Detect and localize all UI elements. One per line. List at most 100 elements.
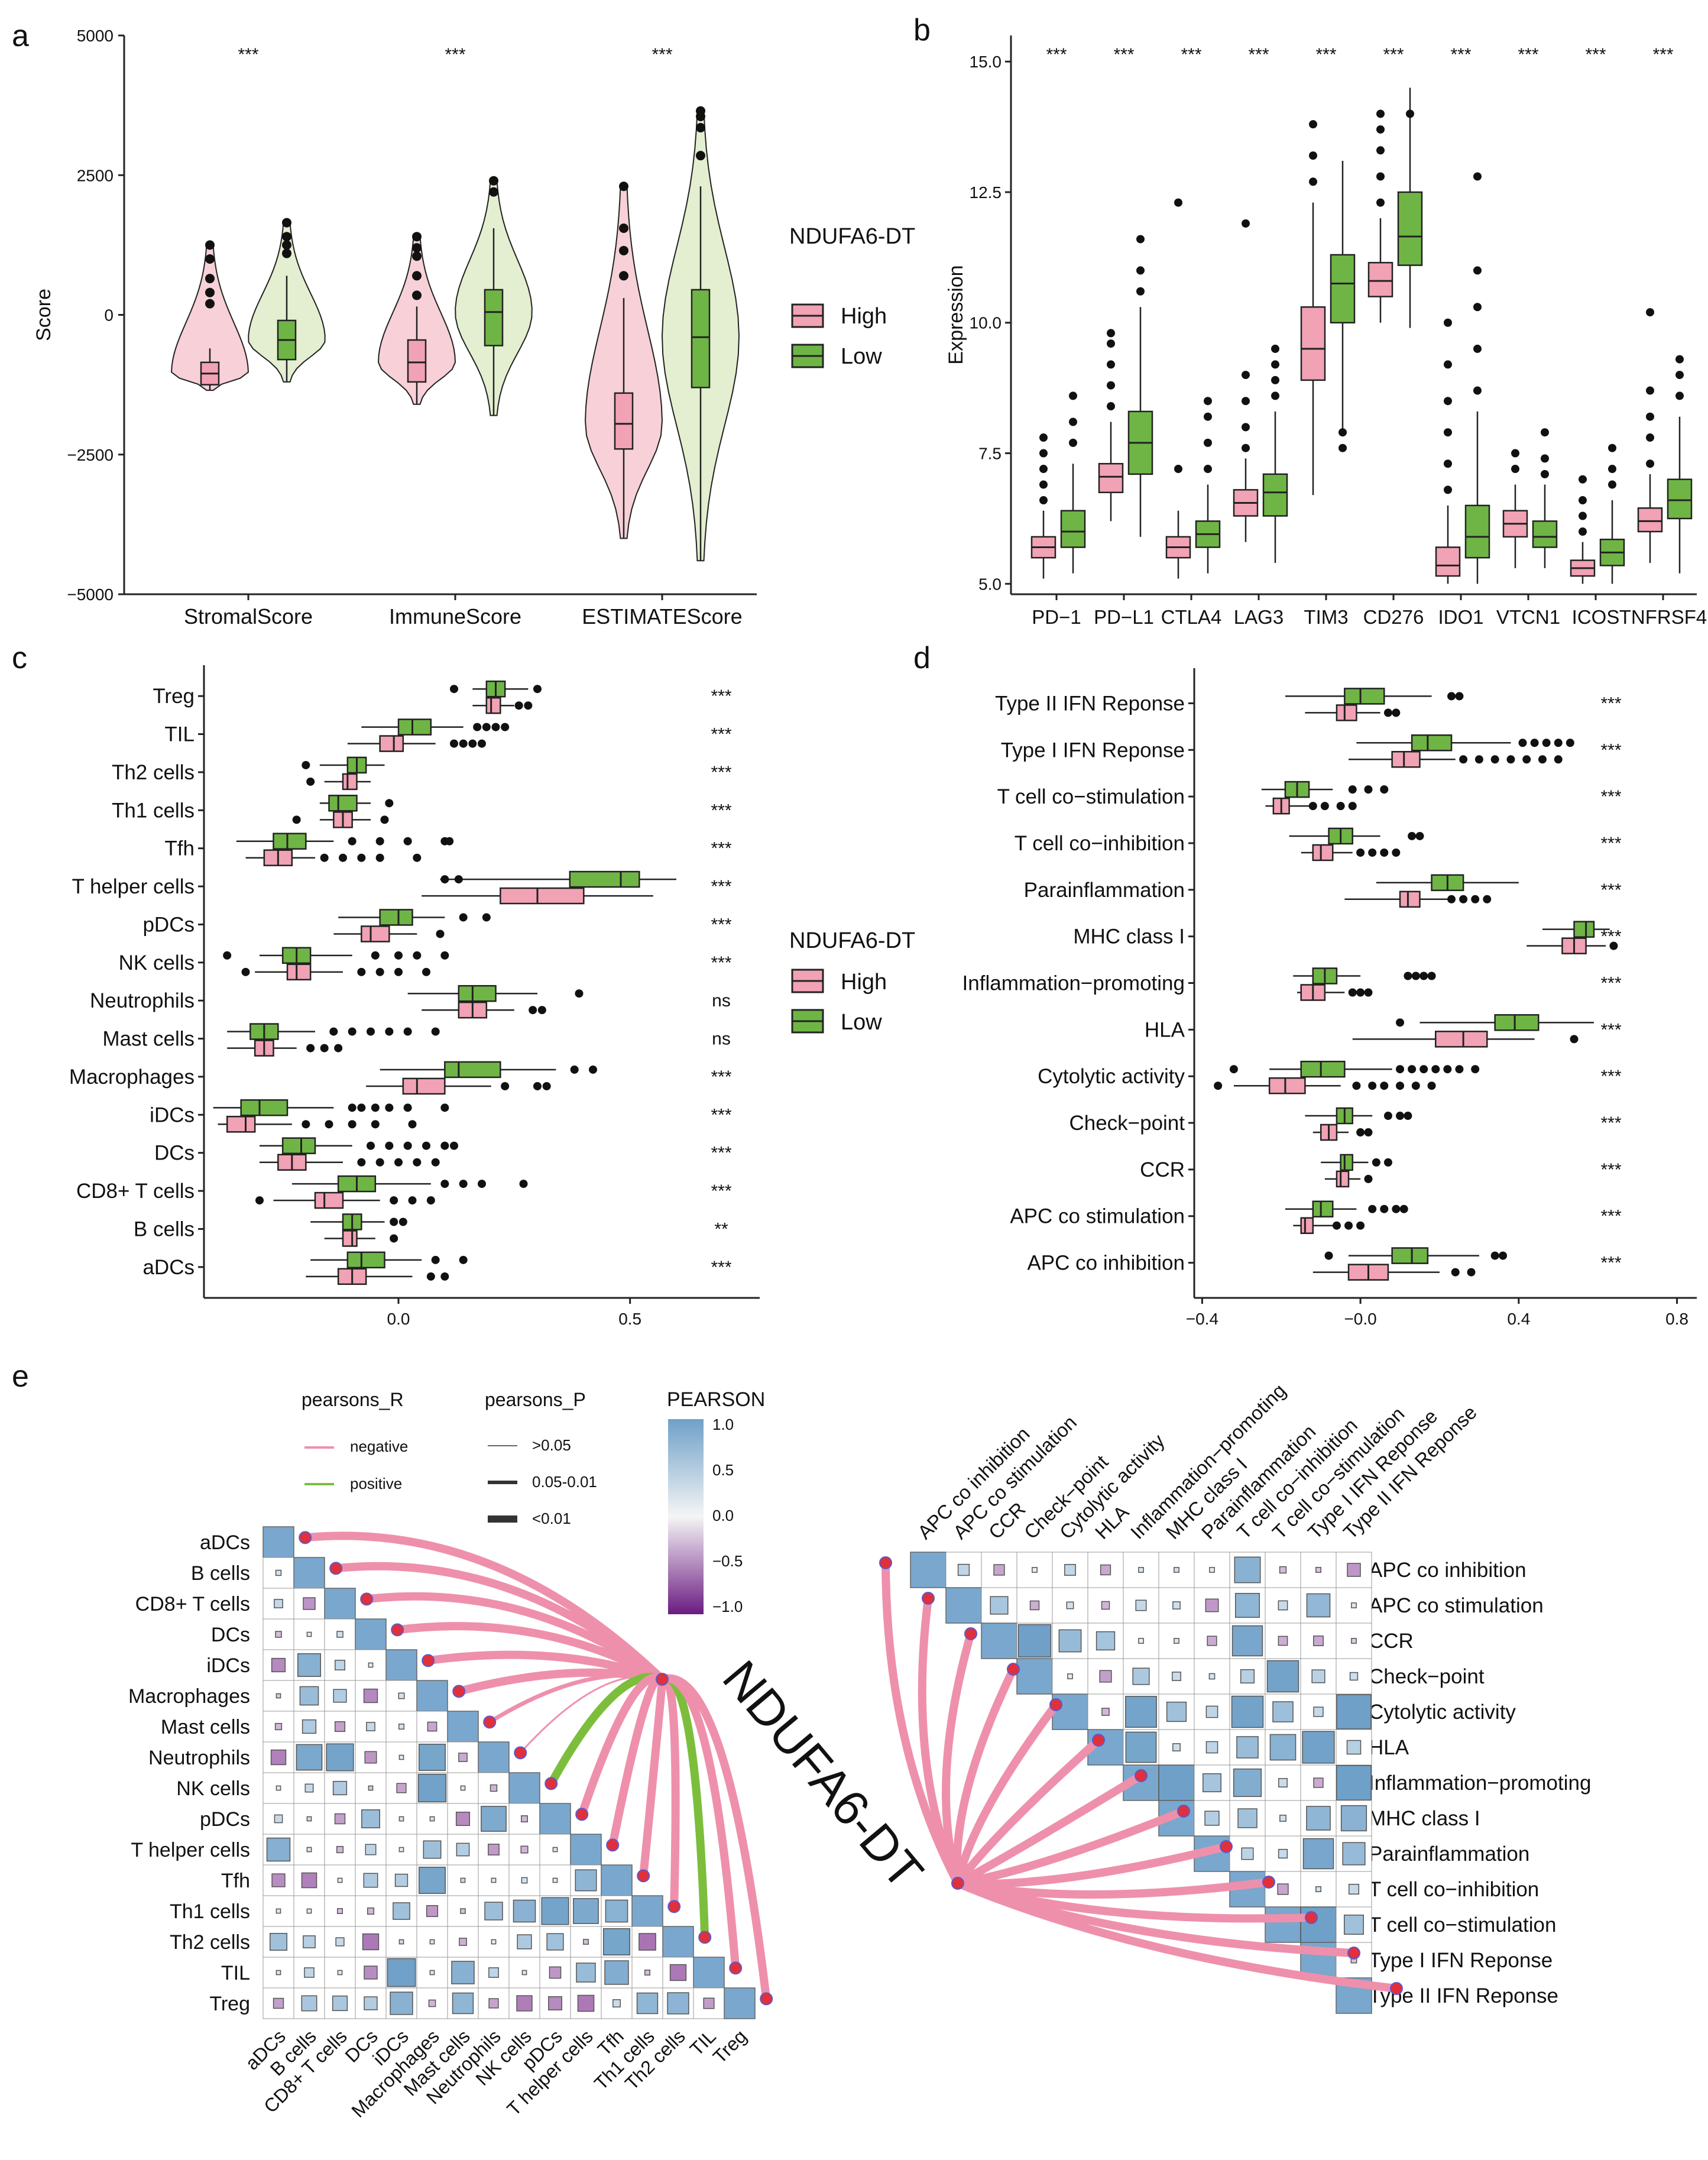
- e-left-corr: [302, 1719, 317, 1734]
- b-low-box: [1397, 191, 1423, 266]
- e-left-row-label: pDCs: [200, 1808, 250, 1831]
- e-right-cell: [1336, 1623, 1372, 1659]
- c-outlier: [431, 1255, 440, 1264]
- c-outlier: [413, 1158, 422, 1167]
- e-left-corr: [334, 1721, 346, 1732]
- c-outlier: [450, 739, 458, 748]
- d-outlier: [1419, 971, 1428, 980]
- b-xtick-label: PD−L1: [1094, 606, 1154, 628]
- e-left-corr: [274, 1599, 283, 1608]
- e-left-corr: [459, 1938, 467, 1946]
- e-left-node: [299, 1531, 312, 1544]
- e-left-row-label: NK cells: [176, 1777, 250, 1800]
- e-left-corr: [577, 1994, 595, 2012]
- b-sig: ***: [1046, 45, 1067, 64]
- c-sig: ***: [711, 725, 731, 744]
- e-right-row-label: APC co inhibition: [1369, 1559, 1526, 1582]
- c-outlier: [426, 1272, 435, 1281]
- e-left-cell: [293, 1772, 325, 1804]
- a-outlier: [412, 290, 422, 300]
- c-outlier: [348, 1103, 356, 1112]
- c-outlier: [334, 1044, 343, 1053]
- c-low-box: [281, 1137, 316, 1154]
- c-outlier: [422, 967, 430, 976]
- d-outlier: [1372, 1158, 1380, 1167]
- b-xtick-label: TNFRSF4: [1619, 606, 1707, 628]
- e-right-corr: [1315, 1567, 1321, 1573]
- e-left-cell: [539, 1834, 571, 1866]
- e-right-row-label: Type I IFN Reponse: [1369, 1949, 1553, 1972]
- b-outlier: [1107, 360, 1115, 369]
- e-right-corr: [1349, 1672, 1359, 1681]
- e-left-cell: [262, 1557, 294, 1589]
- e-left-corr: [546, 1933, 564, 1951]
- e-left-corr: [364, 1751, 377, 1764]
- e-left-row-label: Neutrophils: [148, 1747, 250, 1769]
- e-left-corr: [639, 1933, 656, 1951]
- a-outlier: [412, 251, 422, 261]
- a-outlier: [489, 176, 498, 186]
- d-outlier: [1408, 831, 1417, 840]
- b-outlier: [1204, 412, 1212, 421]
- e-right-link: [942, 1630, 975, 1887]
- e-left-corr: [398, 1847, 404, 1853]
- e-left-corr: [333, 1689, 347, 1703]
- e-right-node: [1347, 1947, 1360, 1960]
- e-left-corr: [303, 1597, 316, 1610]
- e-left-diag: [631, 1895, 663, 1927]
- b-outlier: [1069, 417, 1077, 426]
- e-right-link: [954, 1772, 1145, 1887]
- e-left-cell: [355, 1649, 387, 1681]
- e-right-node: [1220, 1840, 1233, 1853]
- e-left-corr: [644, 1970, 650, 1976]
- c-ytick-label: NK cells: [119, 951, 195, 974]
- d-xtick-label: 0.8: [1665, 1310, 1688, 1328]
- d-high-box: [1336, 1170, 1350, 1188]
- e-right-node: [879, 1556, 892, 1569]
- e-right-corr: [1202, 1773, 1222, 1793]
- e-left-corr: [460, 1785, 466, 1791]
- e-right-corr: [1315, 1886, 1321, 1892]
- a-xtick-label: ImmuneScore: [389, 604, 521, 629]
- e-left-node: [391, 1623, 404, 1637]
- c-outlier: [241, 967, 250, 976]
- e-left-corr: [636, 1992, 659, 2015]
- e-left-corr: [575, 1869, 597, 1892]
- e-left-diag: [662, 1926, 694, 1958]
- b-low-box: [1532, 520, 1558, 548]
- e-left-corr: [276, 1908, 281, 1914]
- c-sig: ***: [711, 686, 731, 706]
- b-outlier: [1444, 459, 1452, 468]
- c-sig: ns: [712, 1029, 731, 1049]
- e-right-corr: [1346, 1740, 1362, 1755]
- b-outlier: [1242, 371, 1250, 380]
- d-outlier: [1324, 1251, 1333, 1260]
- e-left-corr: [361, 1809, 380, 1828]
- c-outlier: [371, 1103, 380, 1112]
- d-outlier: [1411, 971, 1420, 980]
- c-low-box: [240, 1099, 289, 1116]
- c-high-box: [342, 1230, 358, 1247]
- e-left-link: [301, 1531, 666, 1683]
- e-left-corr: [517, 1934, 532, 1949]
- b-outlier: [1039, 465, 1048, 474]
- e-left-node: [452, 1685, 466, 1698]
- e-left-corr: [541, 1897, 569, 1925]
- e-right-corr: [1311, 1669, 1325, 1683]
- e-right-cell: [1052, 1658, 1088, 1695]
- e-scale-tick: 0.5: [712, 1461, 734, 1479]
- e-left-cell: [293, 1895, 325, 1927]
- d-outlier: [1471, 1065, 1480, 1074]
- a-outlier: [619, 245, 628, 255]
- b-ytick-label: 12.5: [970, 183, 1002, 202]
- d-outlier: [1451, 1268, 1460, 1277]
- e-right-corr: [1101, 1708, 1110, 1716]
- c-low-box: [379, 909, 413, 926]
- e-right-corr: [1279, 1566, 1287, 1574]
- e-left-corr: [362, 1933, 380, 1951]
- a-xtick-label: StromalScore: [184, 604, 313, 629]
- e-left-node: [422, 1654, 435, 1667]
- d-outlier: [1522, 755, 1531, 764]
- e-right-corr: [1172, 1672, 1181, 1681]
- b-outlier: [1136, 235, 1145, 244]
